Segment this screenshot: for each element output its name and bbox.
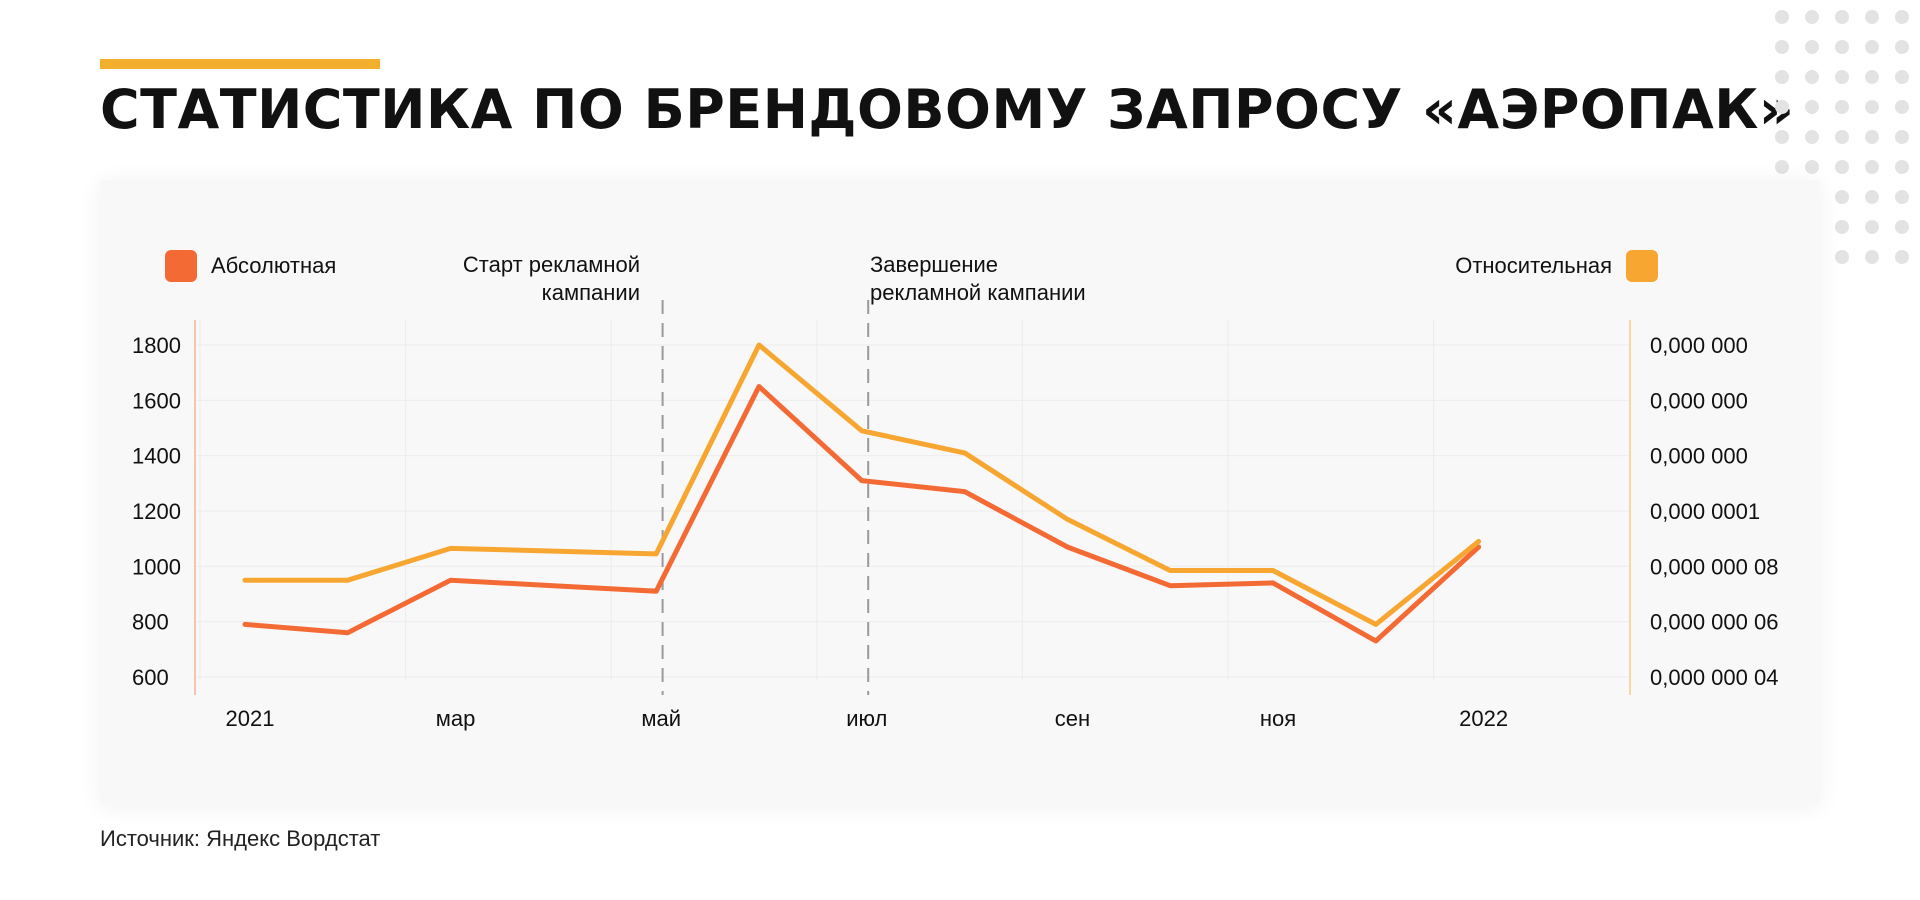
decorative-dot bbox=[1805, 160, 1819, 174]
decorative-dot bbox=[1865, 70, 1879, 84]
legend-absolute-swatch bbox=[165, 250, 197, 282]
y-left-tick-label: 1400 bbox=[132, 444, 181, 469]
decorative-dot bbox=[1775, 160, 1789, 174]
decorative-dot bbox=[1805, 10, 1819, 24]
y-right-tick-label: 0,000 000 04 bbox=[1650, 665, 1778, 690]
y-right-tick-label: 0,000 000 bbox=[1650, 444, 1748, 469]
legend-relative-label: Относительная bbox=[1455, 253, 1612, 278]
chart-axes bbox=[194, 320, 1631, 695]
y-left-tick-label: 800 bbox=[132, 610, 169, 635]
decorative-dot bbox=[1895, 250, 1909, 264]
annotation-campaign-end: Завершение рекламной кампании bbox=[870, 251, 1086, 307]
y-right-tick-label: 0,000 000 bbox=[1650, 388, 1748, 413]
x-tick-label: июл bbox=[846, 706, 887, 731]
series-line-absolute bbox=[242, 384, 1482, 644]
decorative-dot bbox=[1835, 130, 1849, 144]
decorative-dot bbox=[1895, 160, 1909, 174]
decorative-dot bbox=[1865, 10, 1879, 24]
decorative-dot bbox=[1805, 100, 1819, 114]
y-right-tick-label: 0,000 000 06 bbox=[1650, 610, 1778, 635]
decorative-dot bbox=[1865, 190, 1879, 204]
x-tick-label: ноя bbox=[1260, 706, 1296, 731]
y-left-tick-label: 1000 bbox=[132, 554, 181, 579]
decorative-dot bbox=[1895, 10, 1909, 24]
y-right-tick-label: 0,000 0001 bbox=[1650, 499, 1760, 524]
annotation-start-line1: Старт рекламной bbox=[462, 252, 640, 277]
decorative-dot bbox=[1895, 40, 1909, 54]
decorative-dot bbox=[1775, 130, 1789, 144]
source-note: Источник: Яндекс Вордстат bbox=[100, 826, 381, 851]
decorative-dot bbox=[1865, 130, 1879, 144]
decorative-dot bbox=[1895, 190, 1909, 204]
decorative-dot bbox=[1895, 220, 1909, 234]
x-tick-label: мар bbox=[436, 706, 476, 731]
annotation-end-line1: Завершение bbox=[870, 252, 998, 277]
annotation-start-line2: кампании bbox=[541, 280, 640, 305]
legend-absolute-label: Абсолютная bbox=[211, 253, 337, 278]
decorative-dot bbox=[1865, 250, 1879, 264]
annotation-end-line2: рекламной кампании bbox=[870, 280, 1086, 305]
decorative-dot bbox=[1805, 40, 1819, 54]
chart-tick-labels: 600 0,000 000 04 800 0,000 000 06 1000 0,000 … bbox=[132, 333, 1778, 731]
legend-relative-swatch bbox=[1626, 250, 1658, 282]
y-left-tick-label: 1200 bbox=[132, 499, 181, 524]
decorative-dot-grid bbox=[1775, 10, 1920, 270]
page-title: СТАТИСТИКА ПО БРЕНДОВОМУ ЗАПРОСУ «АЭРОПА… bbox=[100, 78, 1795, 141]
decorative-dot bbox=[1835, 100, 1849, 114]
legend-absolute: Абсолютная bbox=[165, 250, 336, 282]
y-right-tick-label: 0,000 000 08 bbox=[1650, 554, 1778, 579]
decorative-dot bbox=[1895, 100, 1909, 114]
title-accent-bar bbox=[100, 59, 380, 69]
legend-relative: Относительная bbox=[1455, 250, 1658, 282]
decorative-dot bbox=[1835, 40, 1849, 54]
decorative-dot bbox=[1835, 250, 1849, 264]
decorative-dot bbox=[1895, 70, 1909, 84]
x-tick-label: сен bbox=[1055, 706, 1090, 731]
decorative-dot bbox=[1835, 10, 1849, 24]
y-left-tick-label: 600 bbox=[132, 665, 169, 690]
campaign-markers bbox=[661, 300, 870, 695]
decorative-dot bbox=[1835, 220, 1849, 234]
chart-grid bbox=[195, 320, 1630, 680]
decorative-dot bbox=[1775, 10, 1789, 24]
y-left-tick-label: 1800 bbox=[132, 333, 181, 358]
annotation-campaign-start: Старт рекламной кампании bbox=[463, 251, 640, 307]
x-tick-label: 2022 bbox=[1459, 706, 1508, 731]
x-tick-label: май bbox=[641, 706, 681, 731]
decorative-dot bbox=[1865, 40, 1879, 54]
decorative-dot bbox=[1775, 70, 1789, 84]
decorative-dot bbox=[1775, 40, 1789, 54]
decorative-dot bbox=[1805, 70, 1819, 84]
decorative-dot bbox=[1895, 130, 1909, 144]
decorative-dot bbox=[1835, 190, 1849, 204]
decorative-dot bbox=[1835, 160, 1849, 174]
y-right-tick-label: 0,000 000 bbox=[1650, 333, 1748, 358]
line-chart: 600 0,000 000 04 800 0,000 000 06 1000 0,000 … bbox=[132, 300, 1778, 731]
decorative-dot bbox=[1865, 100, 1879, 114]
decorative-dot bbox=[1865, 160, 1879, 174]
decorative-dot bbox=[1865, 220, 1879, 234]
decorative-dot bbox=[1775, 100, 1789, 114]
chart-lines bbox=[242, 342, 1482, 644]
decorative-dot bbox=[1805, 130, 1819, 144]
series-line-relative bbox=[242, 342, 1482, 627]
y-left-tick-label: 1600 bbox=[132, 388, 181, 413]
decorative-dot bbox=[1835, 70, 1849, 84]
x-tick-label: 2021 bbox=[226, 706, 275, 731]
